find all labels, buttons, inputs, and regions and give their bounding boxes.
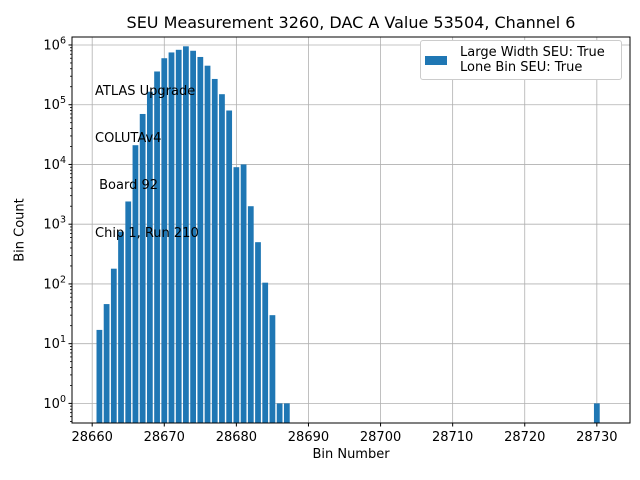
legend-swatch: [425, 55, 447, 65]
plot-annotation: ATLAS Upgrade COLUTAv4 Board 92 Chip 1, …: [95, 52, 199, 273]
x-axis-label: Bin Number: [312, 447, 390, 462]
x-tick-label: 28670: [144, 430, 185, 445]
annotation-line: COLUTAv4: [95, 130, 162, 146]
histogram-bar: [219, 94, 225, 423]
histogram-bar: [154, 71, 160, 423]
histogram-bar: [161, 58, 168, 424]
histogram-bar: [283, 403, 290, 423]
x-axis-ticks: 28660 28670 28680 28690 28700 28710 28720 28730: [72, 423, 618, 445]
annotation-line: Chip 1, Run 210: [95, 225, 199, 241]
x-tick-label: 28730: [576, 430, 617, 445]
histogram-bar: [118, 231, 124, 423]
legend-label: Large Width SEU: True: [460, 44, 605, 60]
histogram-bar: [139, 113, 146, 424]
x-tick-label: 28700: [360, 430, 401, 445]
histogram-bar: [276, 403, 283, 423]
annotation-line: Board 92: [95, 178, 159, 194]
histogram-bar: [255, 242, 261, 423]
histogram-bar: [96, 329, 103, 423]
histogram-bar: [146, 91, 153, 423]
x-tick-label: 28660: [72, 430, 113, 445]
histogram-bar: [226, 110, 233, 423]
histogram-bar: [132, 145, 139, 423]
x-tick-label: 28690: [288, 430, 329, 445]
legend-label: Lone Bin SEU: True: [460, 60, 583, 75]
x-tick-label: 28680: [216, 430, 257, 445]
chart-title: SEU Measurement 3260, DAC A Value 53504,…: [126, 13, 576, 32]
x-tick-label: 28710: [432, 430, 473, 445]
histogram-bar: [247, 206, 254, 423]
histogram-bar: [233, 167, 240, 423]
histogram-bars: [96, 46, 600, 424]
legend-box: Large Width SEU: True Lone Bin SEU: True: [420, 40, 622, 80]
histogram-bar: [269, 315, 276, 423]
x-tick-label: 28720: [504, 430, 545, 445]
y-axis-label: Bin Count: [12, 198, 28, 262]
histogram-bar: [204, 65, 211, 423]
histogram-bar: [593, 403, 600, 423]
annotation-line: ATLAS Upgrade: [95, 83, 196, 99]
histogram-bar: [211, 78, 218, 423]
histogram-bar: [262, 282, 269, 423]
histogram-bar: [183, 46, 189, 423]
histogram-bar: [125, 201, 132, 423]
y-minor-ticks: [70, 47, 72, 422]
histogram-bar: [103, 304, 110, 423]
histogram-bar: [190, 50, 196, 424]
legend-labels: Large Width SEU: True Lone Bin SEU: True: [460, 45, 605, 76]
histogram-bar: [168, 52, 175, 424]
histogram-bar: [175, 49, 182, 423]
histogram-bar: [240, 164, 247, 423]
histogram-bar: [197, 56, 204, 424]
histogram-bar: [110, 268, 117, 423]
